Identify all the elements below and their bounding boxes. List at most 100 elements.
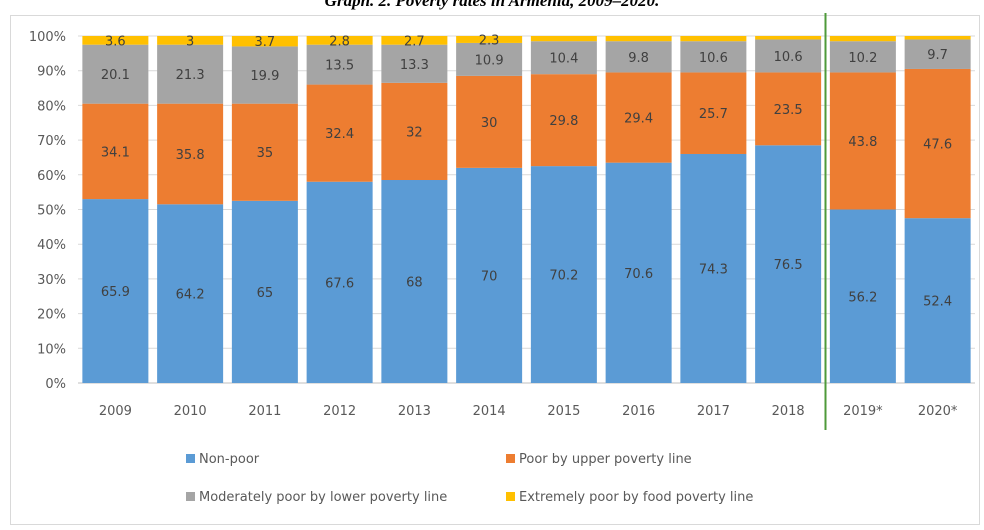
- bar-segment: [530, 166, 597, 383]
- bar-segment: [381, 82, 448, 181]
- data-labels: 65.9 34.1 20.1 3.6 64.2 35.8 21.3 3 65 35 19.9 3.7 6…: [101, 33, 952, 309]
- bar-segment: [82, 199, 149, 383]
- bar-segment: [456, 42, 523, 76]
- bar-segment: [904, 68, 971, 219]
- data-label: 70.6: [624, 267, 653, 282]
- data-label: 76.5: [774, 258, 803, 273]
- data-label: 52.4: [923, 295, 952, 310]
- data-label: 29.8: [549, 114, 578, 129]
- data-label: 29.4: [624, 112, 653, 127]
- legend-label: Non-poor: [199, 452, 260, 467]
- bar-segment: [231, 46, 298, 104]
- bar-segment: [829, 72, 896, 210]
- legend-swatch: [186, 454, 195, 463]
- legend-label: Poor by upper poverty line: [519, 452, 692, 467]
- bar-segment: [605, 36, 672, 42]
- bar-segment: [381, 36, 448, 45]
- bar-segment: [755, 72, 822, 146]
- data-label: 67.6: [325, 276, 354, 291]
- data-label: 43.8: [848, 135, 877, 150]
- data-label: 19.9: [250, 69, 279, 84]
- bar-segment: [530, 36, 597, 42]
- data-label: 3.6: [105, 34, 126, 49]
- data-label: 32.4: [325, 127, 354, 142]
- bar-segment: [82, 44, 149, 104]
- data-label: 34.1: [101, 145, 130, 160]
- bar-segment: [904, 36, 971, 40]
- bar-segment: [755, 36, 822, 40]
- legend-swatch: [506, 454, 515, 463]
- y-tick-label: 40%: [37, 238, 66, 253]
- bar-segment: [829, 209, 896, 383]
- x-axis-ticks: 2009 2010 2011 2012 2013 2014 2015 2016 2017 2018…: [99, 404, 958, 419]
- data-label: 13.3: [400, 58, 429, 73]
- bar-segment: [456, 75, 523, 168]
- data-label: 64.2: [176, 288, 205, 303]
- bar-segment: [231, 36, 298, 47]
- bar-segment: [456, 36, 523, 43]
- bar-segment: [157, 36, 224, 45]
- data-label: 23.5: [774, 103, 803, 118]
- x-tick-label: 2012: [323, 404, 356, 419]
- data-label: 68: [406, 276, 423, 291]
- data-label: 10.6: [699, 51, 728, 66]
- x-tick-label: 2020*: [918, 404, 958, 419]
- bar-segment: [680, 153, 747, 383]
- bar-segment: [306, 84, 373, 182]
- data-label: 9.7: [927, 48, 948, 63]
- y-tick-label: 10%: [37, 342, 66, 357]
- legend-swatch: [186, 492, 195, 501]
- data-label: 9.8: [628, 51, 649, 66]
- bar-segment: [306, 44, 373, 85]
- bar-segment: [231, 103, 298, 201]
- chart-frame: [10, 15, 980, 525]
- bar-segment: [306, 181, 373, 383]
- data-label: 30: [481, 116, 498, 131]
- bar-segment: [605, 162, 672, 383]
- bar-segment: [82, 103, 149, 200]
- x-tick-label: 2013: [398, 404, 431, 419]
- data-label: 70.2: [549, 269, 578, 284]
- y-tick-label: 100%: [29, 30, 66, 45]
- data-label: 25.7: [699, 107, 728, 122]
- bar-segment: [82, 36, 149, 45]
- bar-segment: [605, 72, 672, 163]
- y-tick-label: 20%: [37, 308, 66, 323]
- data-label: 74.3: [699, 262, 728, 277]
- data-label: 10.6: [774, 50, 803, 65]
- bars: [82, 36, 971, 383]
- data-label: 21.3: [176, 68, 205, 83]
- data-label: 35.8: [176, 148, 205, 163]
- bar-segment: [605, 41, 672, 73]
- data-label: 65: [257, 286, 274, 301]
- y-tick-label: 90%: [37, 65, 66, 80]
- data-label: 47.6: [923, 138, 952, 153]
- bar-segment: [904, 39, 971, 69]
- bar-segment: [530, 41, 597, 75]
- chart-caption-text: Graph. 2. Poverty rates in Armenia, 2009…: [324, 0, 660, 10]
- legend-swatch: [506, 492, 515, 501]
- x-tick-label: 2011: [248, 404, 281, 419]
- x-tick-label: 2010: [174, 404, 207, 419]
- data-label: 20.1: [101, 68, 130, 83]
- data-label: 3: [186, 34, 194, 49]
- bar-segment: [157, 44, 224, 104]
- chart-caption: Graph. 2. Poverty rates in Armenia, 2009…: [0, 0, 984, 14]
- data-label: 35: [257, 146, 274, 161]
- x-tick-label: 2017: [697, 404, 730, 419]
- data-label: 56.2: [848, 290, 877, 305]
- bar-segment: [755, 145, 822, 383]
- data-label: 10.9: [475, 53, 504, 68]
- gridlines: [78, 13, 975, 430]
- data-label: 3.7: [255, 35, 276, 50]
- x-tick-label: 2018: [772, 404, 805, 419]
- y-tick-label: 70%: [37, 134, 66, 149]
- y-tick-label: 50%: [37, 204, 66, 219]
- bar-segment: [680, 72, 747, 154]
- data-label: 10.4: [549, 52, 578, 67]
- y-tick-label: 0%: [45, 377, 66, 392]
- bar-segment: [680, 41, 747, 73]
- bar-segment: [157, 204, 224, 383]
- bar-segment: [381, 180, 448, 383]
